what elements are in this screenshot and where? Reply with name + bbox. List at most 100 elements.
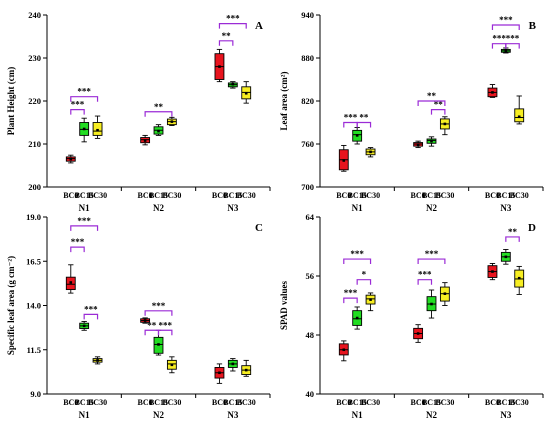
significance-bracket: *** xyxy=(83,304,99,320)
significance-bracket: ** xyxy=(356,113,372,128)
significance-bracket: *** xyxy=(70,237,85,253)
significance-bracket: ** xyxy=(144,102,173,117)
significance-bracket: *** xyxy=(70,87,99,102)
category-label: BC30 xyxy=(510,398,529,407)
y-tick-label: 210 xyxy=(28,139,41,149)
group-label: N1 xyxy=(352,410,363,420)
group-label: N1 xyxy=(352,203,363,213)
mean-marker xyxy=(443,292,447,295)
mean-marker xyxy=(342,348,346,352)
mean-marker xyxy=(244,368,248,372)
significance-bracket: *** xyxy=(144,301,173,316)
box-n3-bc30 xyxy=(241,81,252,104)
category-label: BC0 xyxy=(336,191,351,200)
box-n3-bc30 xyxy=(514,95,525,125)
box-n2-bc30 xyxy=(439,116,450,136)
y-tick-label: 14.0 xyxy=(26,301,41,311)
bracket-line xyxy=(157,329,173,336)
box-n1-bc30 xyxy=(92,356,103,365)
group-label: N3 xyxy=(500,203,511,213)
mean-marker xyxy=(96,128,99,132)
category-label: BC15 xyxy=(149,398,168,407)
y-tick-label: 700 xyxy=(301,182,314,192)
mean-marker xyxy=(491,270,494,273)
bracket-line xyxy=(343,297,358,304)
category-label: BC15 xyxy=(75,191,94,200)
bracket-line xyxy=(430,109,446,115)
mean-marker xyxy=(82,127,86,131)
group-label: N3 xyxy=(500,410,511,420)
significance-label: *** xyxy=(84,304,98,314)
y-tick-label: 48 xyxy=(306,330,315,340)
box-n1-bc30 xyxy=(365,147,376,158)
significance-label: *** xyxy=(506,34,520,44)
significance-label: ** xyxy=(359,113,369,123)
significance-bracket: *** xyxy=(417,249,446,265)
significance-label: *** xyxy=(344,288,358,298)
y-tick-label: 200 xyxy=(28,182,41,192)
bracket-line xyxy=(218,40,234,46)
significance-label: ** xyxy=(434,100,444,110)
box-n1-bc15 xyxy=(352,306,363,330)
significance-bracket: ** xyxy=(505,227,520,242)
category-label: BC0 xyxy=(485,191,500,200)
category-label: BC0 xyxy=(336,398,351,407)
significance-bracket: ** xyxy=(218,31,234,46)
box-body xyxy=(514,108,525,123)
category-label: BC15 xyxy=(223,191,242,200)
box-n3-bc15 xyxy=(227,358,238,372)
significance-bracket: *** xyxy=(218,14,247,29)
significance-bracket: *** xyxy=(343,113,358,128)
category-label: BC0 xyxy=(138,398,153,407)
mean-marker xyxy=(504,255,508,259)
box-n1-bc15 xyxy=(352,127,363,145)
mean-marker xyxy=(430,302,433,306)
category-label: BC0 xyxy=(411,398,426,407)
panel-label: A xyxy=(255,20,263,32)
box-n2-bc0 xyxy=(413,140,424,149)
mean-marker xyxy=(218,371,221,375)
category-label: BC0 xyxy=(138,191,153,200)
y-axis-label: Plant Height (cm) xyxy=(6,67,16,135)
box-n3-bc15 xyxy=(500,248,511,265)
bracket-line xyxy=(343,258,372,265)
panel-label: D xyxy=(528,222,536,234)
group-label: N2 xyxy=(426,203,437,213)
significance-label: *** xyxy=(499,15,513,25)
group-label: N2 xyxy=(153,203,164,213)
mean-marker xyxy=(491,91,494,94)
mean-marker xyxy=(369,298,372,301)
mean-marker xyxy=(517,115,521,119)
bracket-line xyxy=(70,109,85,115)
box-n1-bc15 xyxy=(79,320,90,331)
box-n2-bc30 xyxy=(439,282,450,306)
significance-bracket: ** xyxy=(417,91,446,106)
box-n1-bc0 xyxy=(338,144,349,172)
box-n3-bc0 xyxy=(214,363,225,384)
significance-label: *** xyxy=(152,301,166,311)
y-tick-label: 64 xyxy=(306,212,315,222)
significance-bracket: * xyxy=(356,270,372,285)
y-tick-label: 880 xyxy=(301,53,314,63)
box-n2-bc15 xyxy=(426,289,437,319)
box-n2-bc30 xyxy=(166,116,177,126)
y-axis-label: Leaf area (cm²) xyxy=(279,71,289,130)
significance-label: ** xyxy=(154,102,164,112)
significance-label: *** xyxy=(77,87,91,97)
category-label: BC30 xyxy=(361,191,380,200)
significance-bracket: *** xyxy=(505,34,520,49)
category-label: BC30 xyxy=(88,398,107,407)
y-tick-label: 230 xyxy=(28,53,41,63)
category-label: BC0 xyxy=(63,191,78,200)
significance-bracket: *** xyxy=(417,270,433,285)
mean-marker xyxy=(143,139,147,142)
mean-marker xyxy=(355,134,359,137)
box-n3-bc15 xyxy=(227,81,238,89)
group-label: N3 xyxy=(227,410,238,420)
mean-marker xyxy=(244,91,248,95)
y-tick-label: 940 xyxy=(301,10,314,20)
y-tick-label: 11.5 xyxy=(27,345,41,355)
